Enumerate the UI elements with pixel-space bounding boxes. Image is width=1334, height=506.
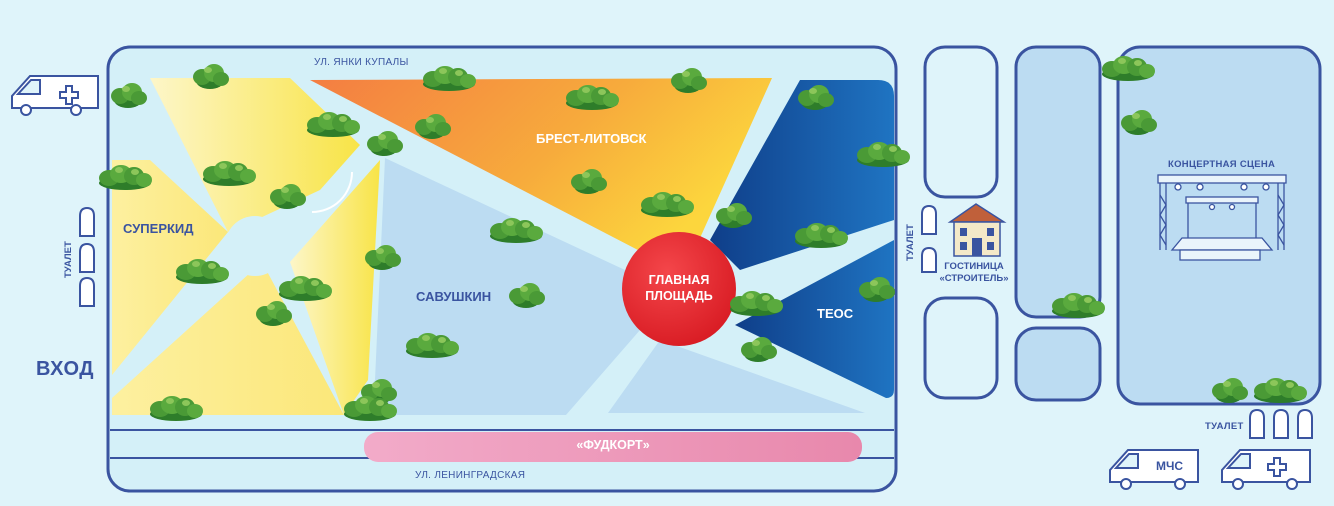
- zone-superkid-area: [112, 160, 228, 375]
- mchs-vehicle-icon: [1109, 449, 1199, 490]
- block-concert: [1116, 45, 1322, 406]
- toilet-icon-group-middle: [921, 204, 937, 273]
- block-middle-small: [1014, 326, 1102, 402]
- zone-label-savushkin: САВУШКИН: [416, 289, 492, 304]
- playground-arc: [311, 171, 353, 213]
- zone-superkid-area-4: [290, 160, 380, 415]
- toilet-icon-group-right: [1249, 408, 1313, 439]
- zone-superkid-area-2: [112, 262, 344, 415]
- stage-icon: [1157, 174, 1287, 261]
- zone-teos-area-2: [735, 240, 894, 398]
- toilet-icon-group-left: [79, 206, 95, 307]
- zone-label-superkid: СУПЕРКИД: [123, 221, 194, 236]
- zone-label-teos: ТЕОС: [817, 306, 854, 321]
- hotel-label: ГОСТИНИЦА «СТРОИТЕЛЬ»: [939, 261, 1009, 285]
- zone-label-brest-litovsk: БРЕСТ-ЛИТОВСК: [536, 131, 647, 146]
- zone-savushkin-area-2: [608, 340, 865, 413]
- toilet-label-left: ТУАЛЕТ: [63, 241, 74, 278]
- block-lower-left: [923, 296, 999, 400]
- zone-superkid-area-3: [150, 78, 360, 232]
- mchs-label: МЧС: [1156, 459, 1184, 473]
- entrance-label: ВХОД: [36, 358, 95, 380]
- roundabout: [225, 216, 285, 276]
- ambulance-icon-right: [1221, 449, 1311, 490]
- street-label-north: УЛ. ЯНКИ КУПАЛЫ: [314, 57, 409, 68]
- toilet-label-middle: ТУАЛЕТ: [905, 224, 916, 261]
- concert-stage-label: КОНЦЕРТНАЯ СЦЕНА: [1168, 159, 1276, 170]
- block-upper-left: [923, 45, 999, 199]
- zone-teos-area: [710, 80, 894, 270]
- main-square: [622, 232, 736, 346]
- foodcourt-label: «ФУДКОРТ»: [576, 438, 650, 452]
- street-label-south: УЛ. ЛЕНИНГРАДСКАЯ: [415, 470, 526, 481]
- block-middle-tall: [1014, 45, 1102, 319]
- ambulance-icon-left: [11, 75, 99, 116]
- toilet-label-right: ТУАЛЕТ: [1205, 421, 1244, 432]
- hotel-icon: [947, 203, 1007, 257]
- foodcourt-area: [364, 432, 862, 462]
- main-square-label: ГЛАВНАЯ ПЛОЩАДЬ: [645, 273, 713, 303]
